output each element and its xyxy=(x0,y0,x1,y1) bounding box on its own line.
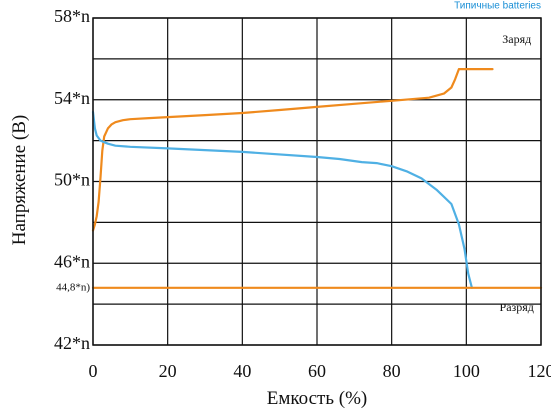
series-line-2 xyxy=(91,110,473,289)
x-tick-label: 60 xyxy=(308,361,326,381)
annotation-label: Заряд xyxy=(502,32,531,46)
annotations: Заряд Разряд xyxy=(500,32,534,314)
x-tick-label: 0 xyxy=(89,361,98,381)
y-tick-label: 54*n xyxy=(54,88,90,108)
series-line-1 xyxy=(91,68,494,232)
x-tick-label: 80 xyxy=(383,361,401,381)
y-tick-label: 42*n xyxy=(54,333,90,353)
y-axis-title: Напряжение (В) xyxy=(9,115,30,245)
x-axis-title: Емкость (%) xyxy=(267,388,368,409)
x-tick-label: 40 xyxy=(233,361,251,381)
x-tick-labels: 0 20 40 60 80 100 120 xyxy=(89,361,551,381)
series-lines xyxy=(91,68,543,289)
annotation-label: Разряд xyxy=(500,300,534,314)
y-tick-labels: 58*n 54*n 50*n 46*n 44,8*n) 42*n xyxy=(54,6,90,353)
top-note: Типичные batteries xyxy=(454,0,541,11)
grid xyxy=(92,17,542,346)
y-tick-label: 58*n xyxy=(54,6,90,26)
y-tick-label: 46*n xyxy=(54,251,90,271)
plot-frame xyxy=(92,17,542,346)
y-tick-label: 44,8*n) xyxy=(56,281,90,293)
x-tick-label: 20 xyxy=(159,361,177,381)
x-tick-label: 100 xyxy=(453,361,480,381)
y-tick-label: 50*n xyxy=(54,170,90,190)
x-tick-label: 120 xyxy=(528,361,551,381)
